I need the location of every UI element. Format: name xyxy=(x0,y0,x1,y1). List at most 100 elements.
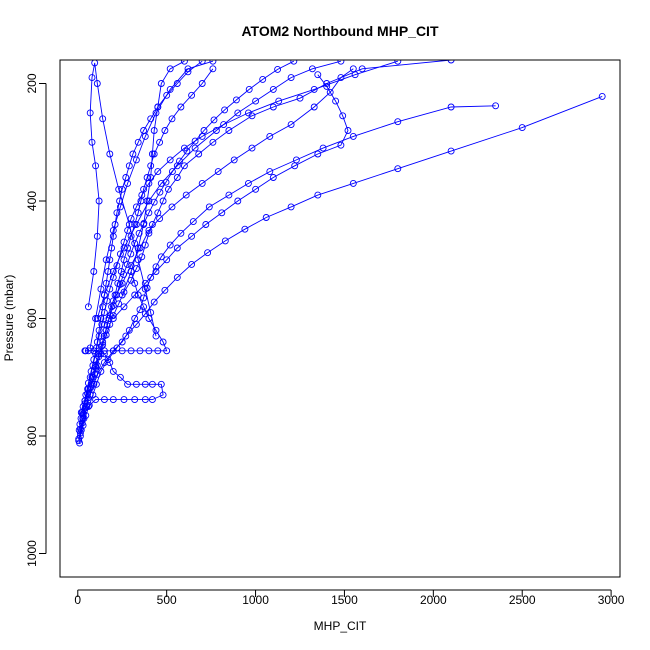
data-point xyxy=(148,380,156,388)
data-point xyxy=(164,185,172,193)
data-point xyxy=(76,425,84,433)
series-line xyxy=(78,60,295,441)
data-point xyxy=(86,109,94,117)
data-point xyxy=(168,203,176,211)
data-point xyxy=(97,285,105,293)
data-point xyxy=(109,347,117,355)
data-point xyxy=(244,179,252,187)
data-point xyxy=(90,268,98,275)
data-point xyxy=(134,138,142,146)
data-point xyxy=(106,150,114,158)
data-point xyxy=(314,71,322,79)
data-point xyxy=(145,347,153,355)
data-point xyxy=(221,237,229,245)
data-point xyxy=(205,203,213,211)
data-point xyxy=(173,273,181,281)
data-point xyxy=(323,82,331,90)
data-point xyxy=(266,132,274,140)
data-point xyxy=(326,88,334,96)
data-point xyxy=(120,244,128,252)
data-point xyxy=(259,75,267,83)
data-point xyxy=(394,60,402,65)
data-point xyxy=(168,115,176,123)
x-tick-label: 1000 xyxy=(242,593,269,607)
data-point xyxy=(209,65,217,73)
data-point xyxy=(79,414,87,422)
data-point xyxy=(138,191,146,199)
data-point xyxy=(116,373,124,381)
data-point xyxy=(159,338,167,346)
data-point xyxy=(210,116,218,124)
data-point xyxy=(157,253,165,261)
data-point xyxy=(104,268,112,275)
data-point xyxy=(245,85,253,93)
data-point xyxy=(118,291,126,299)
series-14 xyxy=(109,71,352,322)
y-tick-label: 400 xyxy=(25,191,39,211)
data-point xyxy=(92,380,100,388)
data-point xyxy=(113,209,121,217)
data-point xyxy=(109,268,117,275)
data-point xyxy=(358,65,366,73)
data-point xyxy=(163,256,171,264)
data-point xyxy=(225,127,233,134)
data-point xyxy=(269,174,277,181)
x-tick-label: 500 xyxy=(157,593,177,607)
series-line xyxy=(80,68,214,413)
data-point xyxy=(75,437,83,445)
data-point xyxy=(287,121,295,129)
data-point xyxy=(154,168,162,176)
data-point xyxy=(76,420,84,428)
data-point xyxy=(332,97,340,105)
data-point xyxy=(163,347,171,355)
series-layer xyxy=(75,60,606,447)
series-line xyxy=(89,60,214,348)
data-point xyxy=(122,332,130,340)
data-point xyxy=(118,279,126,287)
data-point xyxy=(230,156,238,164)
data-point xyxy=(319,144,327,152)
series-line xyxy=(79,95,603,437)
data-point xyxy=(161,286,169,294)
data-point xyxy=(269,103,277,111)
data-point xyxy=(152,332,160,340)
data-point xyxy=(132,265,140,273)
data-point xyxy=(168,168,176,176)
data-point xyxy=(189,218,197,226)
data-point xyxy=(159,197,167,205)
data-point xyxy=(125,162,133,170)
data-point xyxy=(287,74,295,82)
data-point xyxy=(148,150,156,158)
data-point xyxy=(106,256,114,264)
y-tick-label: 1000 xyxy=(25,540,39,567)
data-point xyxy=(310,85,318,93)
data-point xyxy=(198,179,206,187)
data-point xyxy=(266,168,274,176)
data-point xyxy=(93,315,101,322)
data-point xyxy=(120,256,128,264)
x-tick-label: 3000 xyxy=(598,593,625,607)
data-point xyxy=(225,191,233,199)
data-point xyxy=(89,373,97,381)
data-point xyxy=(161,127,169,134)
data-point xyxy=(166,241,174,249)
data-point xyxy=(154,103,162,111)
series-15 xyxy=(118,60,188,299)
data-point xyxy=(141,396,149,404)
data-point xyxy=(310,103,318,111)
series-12 xyxy=(93,60,345,322)
data-point xyxy=(99,303,107,311)
data-point xyxy=(177,103,185,111)
data-point xyxy=(244,109,252,117)
data-point xyxy=(148,396,156,404)
data-point xyxy=(349,65,357,73)
data-point xyxy=(218,209,226,217)
data-point xyxy=(308,65,316,73)
data-point xyxy=(141,132,149,140)
data-point xyxy=(100,291,108,299)
data-point xyxy=(140,221,148,228)
data-point xyxy=(97,343,105,351)
data-point xyxy=(156,188,164,196)
data-point xyxy=(118,347,126,355)
data-point xyxy=(248,144,256,152)
